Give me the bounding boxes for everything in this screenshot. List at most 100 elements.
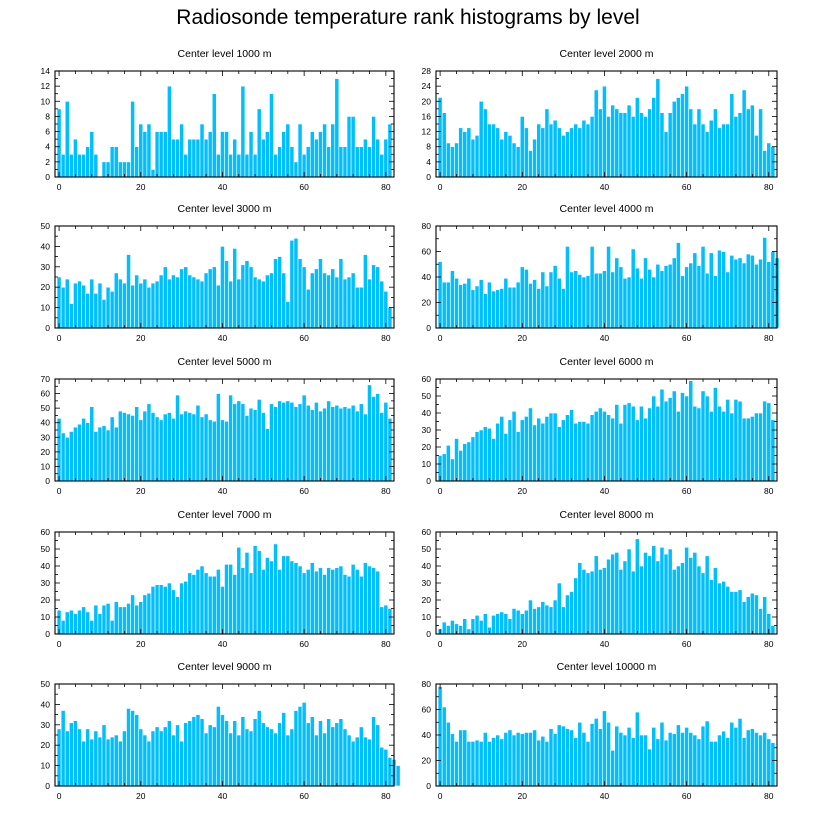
histogram-bar — [663, 400, 669, 482]
histogram-bar — [187, 572, 193, 635]
y-tick-label: 8 — [426, 142, 431, 152]
histogram-bar — [544, 604, 550, 635]
histogram-bar — [692, 405, 698, 482]
x-tick-label: 40 — [600, 182, 610, 192]
histogram-bar — [154, 726, 160, 787]
x-tick-label: 40 — [600, 486, 610, 496]
histogram-bar — [122, 282, 127, 329]
histogram-bar — [383, 402, 389, 482]
histogram-bar — [507, 419, 513, 482]
histogram-bar — [754, 594, 759, 635]
histogram-bar — [211, 726, 217, 787]
x-tick-label: 60 — [299, 639, 309, 649]
histogram-bar — [766, 142, 772, 178]
x-tick-label: 60 — [299, 333, 309, 343]
histogram-bar — [81, 606, 86, 635]
histogram-bar — [346, 407, 352, 482]
histogram-bar — [383, 290, 389, 329]
histogram-bar — [659, 388, 665, 482]
histogram-bar — [240, 403, 246, 482]
histogram-bar — [680, 732, 685, 787]
panel-title: Center level 10000 m — [557, 661, 657, 673]
histogram-bar — [314, 268, 319, 329]
histogram-bar — [97, 613, 103, 635]
histogram-bar — [252, 718, 258, 787]
histogram-bar — [503, 433, 509, 482]
histogram-bar — [69, 431, 74, 482]
x-tick-label: 20 — [136, 791, 146, 801]
histogram-bar — [277, 569, 282, 635]
histogram-bar — [56, 418, 62, 482]
histogram-bar — [224, 260, 229, 329]
histogram-bar — [379, 280, 385, 329]
histogram-bar — [577, 127, 583, 178]
histogram-bar — [179, 268, 184, 329]
y-tick-label: 70 — [41, 374, 51, 384]
histogram-bar — [252, 409, 258, 482]
histogram-bar — [556, 277, 562, 329]
histogram-bar — [634, 419, 640, 482]
histogram-bar — [614, 404, 620, 482]
histogram-bar — [561, 288, 566, 329]
histogram-bar — [676, 410, 681, 482]
histogram-bar — [183, 410, 189, 482]
histogram-bar — [56, 276, 62, 329]
histogram-bar — [762, 732, 768, 787]
histogram-bar — [314, 402, 319, 482]
y-tick-label: 0 — [426, 172, 431, 182]
x-tick-label: 40 — [600, 333, 610, 343]
x-tick-label: 80 — [764, 182, 774, 192]
histogram-bar — [113, 272, 119, 329]
histogram-bar — [179, 582, 184, 635]
histogram-bar — [713, 108, 718, 178]
histogram-bar — [269, 560, 274, 635]
histogram-bar — [171, 138, 176, 178]
histogram-bar — [536, 288, 542, 329]
histogram-bar — [762, 596, 768, 635]
histogram-bar — [330, 569, 336, 635]
histogram-bar — [708, 579, 714, 635]
histogram-bar — [466, 127, 472, 178]
histogram-bar — [445, 625, 451, 635]
histogram-bar — [269, 728, 274, 787]
histogram-bar — [454, 438, 459, 482]
histogram-bar — [737, 589, 743, 635]
histogram-bar — [379, 606, 385, 635]
histogram-bar — [499, 288, 505, 329]
histogram-bar — [367, 384, 372, 482]
histogram-bar — [216, 569, 221, 635]
histogram-bar — [183, 580, 189, 635]
histogram-panel-9: Center level 9000 m 0 20 40 60 80 0 10 20 30 40 50 — [41, 661, 401, 801]
histogram-bar — [101, 425, 107, 482]
histogram-bar — [73, 426, 78, 482]
histogram-bar — [326, 718, 331, 787]
histogram-bar — [445, 281, 451, 329]
histogram-bar — [97, 426, 103, 482]
histogram-bar — [565, 246, 570, 329]
histogram-bar — [346, 734, 352, 787]
histogram-bar — [499, 416, 505, 482]
histogram-bar — [581, 276, 587, 329]
histogram-bar — [150, 412, 156, 482]
histogram-bar — [614, 108, 620, 178]
histogram-bar — [203, 413, 209, 482]
histogram-bar — [478, 620, 484, 635]
histogram-bar — [60, 286, 66, 329]
histogram-bar — [491, 438, 496, 482]
histogram-bar — [318, 258, 323, 329]
histogram-bar — [462, 283, 468, 329]
histogram-bar — [64, 100, 70, 178]
histogram-bar — [130, 100, 135, 178]
histogram-bar — [309, 272, 315, 329]
histogram-bar — [363, 413, 368, 482]
histogram-bar — [643, 734, 648, 787]
histogram-bar — [375, 393, 380, 482]
histogram-bar — [737, 718, 743, 787]
y-tick-label: 20 — [422, 442, 432, 452]
histogram-bar — [203, 572, 209, 635]
histogram-bar — [569, 729, 574, 787]
histogram-bar — [593, 89, 599, 178]
histogram-bar — [154, 416, 160, 482]
histogram-bar — [367, 565, 372, 635]
histogram-bar — [758, 258, 763, 329]
